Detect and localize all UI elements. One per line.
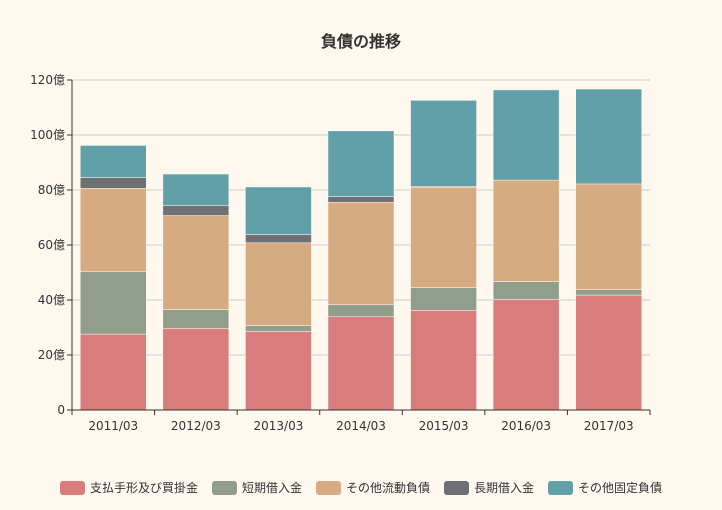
bar-segment <box>245 234 312 244</box>
bar-segment <box>327 316 395 411</box>
bar-segment <box>162 205 230 216</box>
legend-item[interactable]: 支払手形及び買掛金 <box>59 479 198 496</box>
legend-item[interactable]: その他流動負債 <box>315 479 430 496</box>
bar-segment <box>162 215 230 310</box>
y-tick-label: 80億 <box>38 183 65 197</box>
y-tick-label: 40億 <box>38 293 65 307</box>
bar-segment <box>410 187 477 288</box>
legend-label: 長期借入金 <box>474 481 535 495</box>
bar-segment <box>80 333 147 411</box>
legend-swatch <box>444 480 469 495</box>
y-tick-label: 100億 <box>30 128 65 142</box>
x-tick-label: 2014/03 <box>336 419 386 433</box>
bar-segment <box>245 325 312 332</box>
bar-segment <box>492 179 560 282</box>
legend: 支払手形及び買掛金 短期借入金 その他流動負債 長期借入金 その他固定負債 <box>0 479 722 496</box>
legend-label: 短期借入金 <box>241 481 302 495</box>
bar-segment <box>245 242 312 326</box>
bar-segment <box>575 183 642 290</box>
bar-segment <box>410 100 477 187</box>
bar-segment <box>327 196 395 203</box>
bar-segment <box>162 309 230 329</box>
legend-swatch <box>59 480 85 495</box>
bar-segment <box>327 202 395 305</box>
bar-segment <box>327 130 395 197</box>
x-tick-label: 2012/03 <box>171 419 221 433</box>
bar-segment <box>492 89 560 181</box>
bar-segment <box>162 173 230 206</box>
bar-segment <box>80 177 147 189</box>
bar-segment <box>80 188 147 272</box>
legend-swatch <box>315 480 341 495</box>
bar-segment <box>327 304 395 318</box>
legend-label: 支払手形及び買掛金 <box>89 481 198 495</box>
chart-title: 負債の推移 <box>320 32 401 51</box>
y-tick-label: 20億 <box>38 348 65 362</box>
bar-segment <box>575 294 642 411</box>
legend-swatch <box>211 480 237 495</box>
x-tick-label: 2017/03 <box>584 419 634 433</box>
bar-segment <box>162 328 230 411</box>
y-tick-label: 60億 <box>38 238 65 252</box>
legend-item[interactable]: 長期借入金 <box>444 479 534 496</box>
bar-segment <box>410 287 477 311</box>
bar-segment <box>492 281 560 300</box>
y-tick-label: 120億 <box>30 73 65 87</box>
bar-segment <box>575 88 642 185</box>
bar-segment <box>410 310 477 411</box>
legend-label: その他流動負債 <box>345 481 430 495</box>
x-tick-label: 2016/03 <box>501 419 551 433</box>
legend-item[interactable]: その他固定負債 <box>548 479 662 496</box>
y-tick-label: 0 <box>57 403 65 417</box>
bar-segment <box>492 299 560 411</box>
bar-segment <box>80 271 147 335</box>
x-tick-label: 2011/03 <box>88 419 138 433</box>
legend-label: その他固定負債 <box>578 481 663 495</box>
bar-segment <box>245 186 312 235</box>
x-tick-label: 2015/03 <box>419 419 469 433</box>
legend-swatch <box>548 480 574 495</box>
legend-item[interactable]: 短期借入金 <box>211 479 302 496</box>
bar-segment <box>575 289 642 296</box>
bar-segment <box>245 331 312 411</box>
bar-segment <box>80 145 147 178</box>
x-tick-label: 2013/03 <box>253 419 303 433</box>
